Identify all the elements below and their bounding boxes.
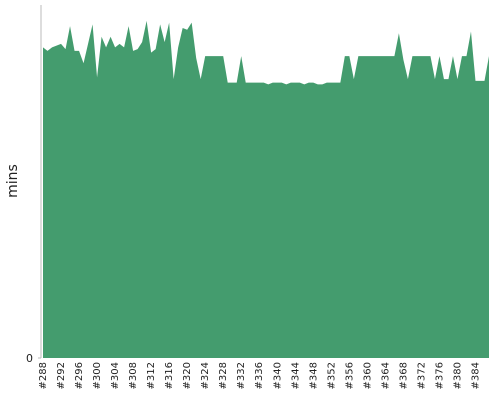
x-tick-label: #308 [128, 362, 139, 389]
x-tick-label: #328 [218, 362, 229, 389]
x-tick-label: #360 [362, 362, 373, 389]
x-tick-label: #364 [380, 362, 391, 389]
x-tick-label: #356 [344, 362, 355, 389]
x-tick-label: #340 [272, 362, 283, 389]
x-tick-label: #316 [164, 362, 175, 389]
y-axis-label: mins [5, 164, 21, 198]
x-tick-label: #376 [434, 362, 445, 389]
area [43, 20, 489, 358]
x-tick-label: #288 [38, 362, 49, 389]
x-tick-label: #352 [326, 362, 337, 389]
x-tick-label: #336 [254, 362, 265, 389]
x-tick-label: #348 [308, 362, 319, 389]
x-tick-label: #380 [452, 362, 463, 389]
x-tick-label: #292 [56, 362, 67, 389]
x-tick-label: #320 [182, 362, 193, 389]
x-tick-label: #304 [110, 362, 121, 389]
x-tick-label: #300 [92, 362, 103, 389]
x-tick-label: #324 [200, 362, 211, 389]
x-tick-label: #344 [290, 362, 301, 389]
x-tick-label: #384 [470, 362, 481, 389]
x-tick-label: #332 [236, 362, 247, 389]
x-tick-label: #368 [398, 362, 409, 389]
x-tick-label: #312 [146, 362, 157, 389]
y-tick-label: 0 [26, 352, 33, 365]
x-tick-label: #372 [416, 362, 427, 389]
x-tick-label: #296 [74, 362, 85, 389]
